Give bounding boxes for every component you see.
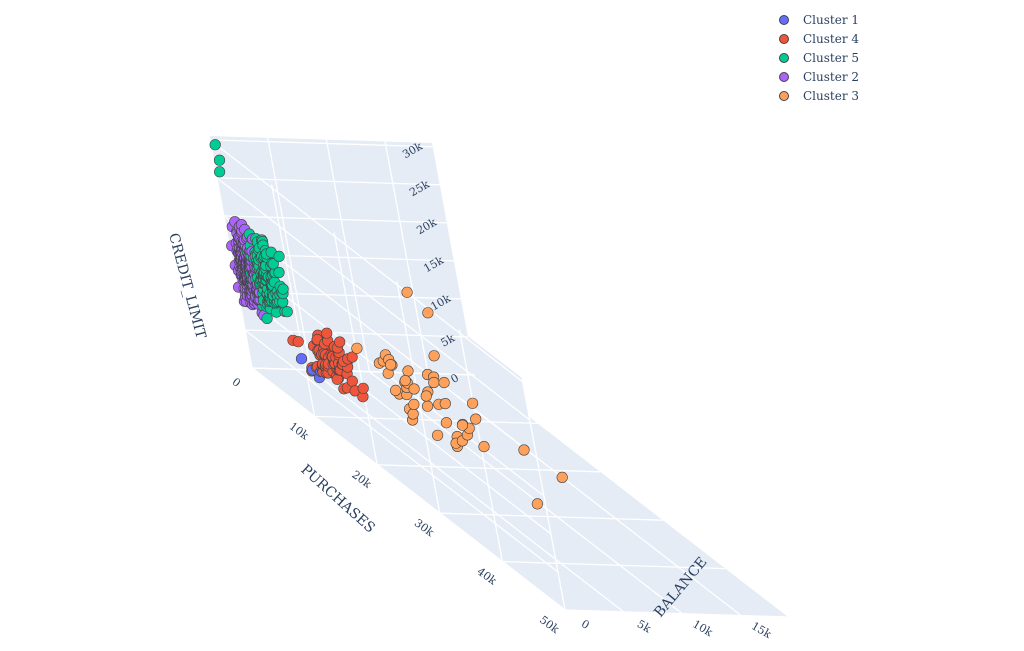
data-point	[209, 139, 221, 151]
x-tick-label: 50k	[537, 613, 562, 636]
data-point	[214, 166, 226, 178]
data-point	[261, 312, 273, 325]
data-point	[407, 408, 419, 420]
data-point	[321, 327, 333, 339]
legend-swatch	[779, 71, 789, 82]
data-point	[399, 375, 411, 387]
z-tick-label: 5k	[439, 331, 458, 349]
y-tick-label: 10k	[690, 617, 715, 639]
legend-item-cluster-4[interactable]: Cluster 4	[775, 29, 859, 48]
legend-swatch	[779, 52, 789, 63]
legend-label: Cluster 5	[803, 50, 860, 65]
data-point	[346, 375, 358, 387]
data-point	[456, 419, 469, 431]
data-point	[440, 417, 453, 429]
legend-item-cluster-2[interactable]: Cluster 2	[775, 67, 859, 86]
y-tick-label: 0	[579, 617, 592, 632]
data-points	[209, 139, 568, 510]
data-point	[420, 390, 432, 402]
data-point	[273, 266, 285, 279]
legend-swatch	[779, 33, 789, 44]
legend: Cluster 1 Cluster 4 Cluster 5 Cluster 2 …	[775, 10, 859, 105]
data-point	[531, 498, 544, 510]
data-point	[439, 398, 451, 410]
data-point	[281, 306, 293, 318]
y-tick-label: 5k	[635, 617, 654, 635]
x-tick-label: 30k	[412, 516, 437, 539]
x-axis-title: PURCHASES	[297, 462, 378, 537]
data-point	[213, 154, 226, 166]
y-tick-label: 15k	[749, 619, 774, 641]
data-point	[390, 384, 402, 397]
data-point	[334, 336, 346, 348]
data-point	[346, 351, 358, 363]
data-point	[422, 307, 434, 319]
data-point	[470, 413, 482, 425]
data-point	[467, 397, 479, 409]
x-tick-label: 10k	[287, 420, 312, 443]
data-point	[295, 353, 308, 365]
data-point	[385, 359, 397, 371]
data-point	[273, 250, 285, 262]
legend-swatch	[779, 90, 789, 101]
data-point	[518, 444, 530, 456]
data-point	[438, 377, 450, 389]
x-tick-label: 20k	[349, 468, 374, 491]
x-tick-label: 40k	[475, 565, 500, 588]
data-point	[556, 471, 568, 484]
legend-item-cluster-1[interactable]: Cluster 1	[775, 10, 859, 29]
legend-label: Cluster 2	[803, 69, 860, 84]
data-point	[351, 342, 363, 354]
data-point	[408, 398, 420, 411]
legend-item-cluster-3[interactable]: Cluster 3	[775, 86, 859, 105]
data-point	[478, 441, 490, 453]
legend-label: Cluster 4	[803, 31, 860, 46]
data-point	[428, 376, 440, 389]
data-point	[428, 350, 440, 362]
data-point	[277, 283, 289, 295]
x-tick-label: 0	[230, 375, 243, 390]
data-point	[357, 382, 369, 394]
legend-label: Cluster 1	[803, 12, 860, 27]
legend-label: Cluster 3	[803, 88, 860, 103]
data-point	[402, 365, 414, 377]
data-point	[401, 286, 413, 298]
axis-panes	[209, 136, 788, 617]
legend-item-cluster-5[interactable]: Cluster 5	[775, 48, 859, 67]
z-axis-title: CREDIT_LIMIT	[165, 231, 209, 341]
data-point	[267, 258, 279, 270]
legend-swatch	[779, 14, 789, 25]
data-point	[292, 336, 304, 348]
data-point	[422, 400, 434, 412]
data-point	[408, 383, 420, 395]
data-point	[432, 429, 444, 441]
